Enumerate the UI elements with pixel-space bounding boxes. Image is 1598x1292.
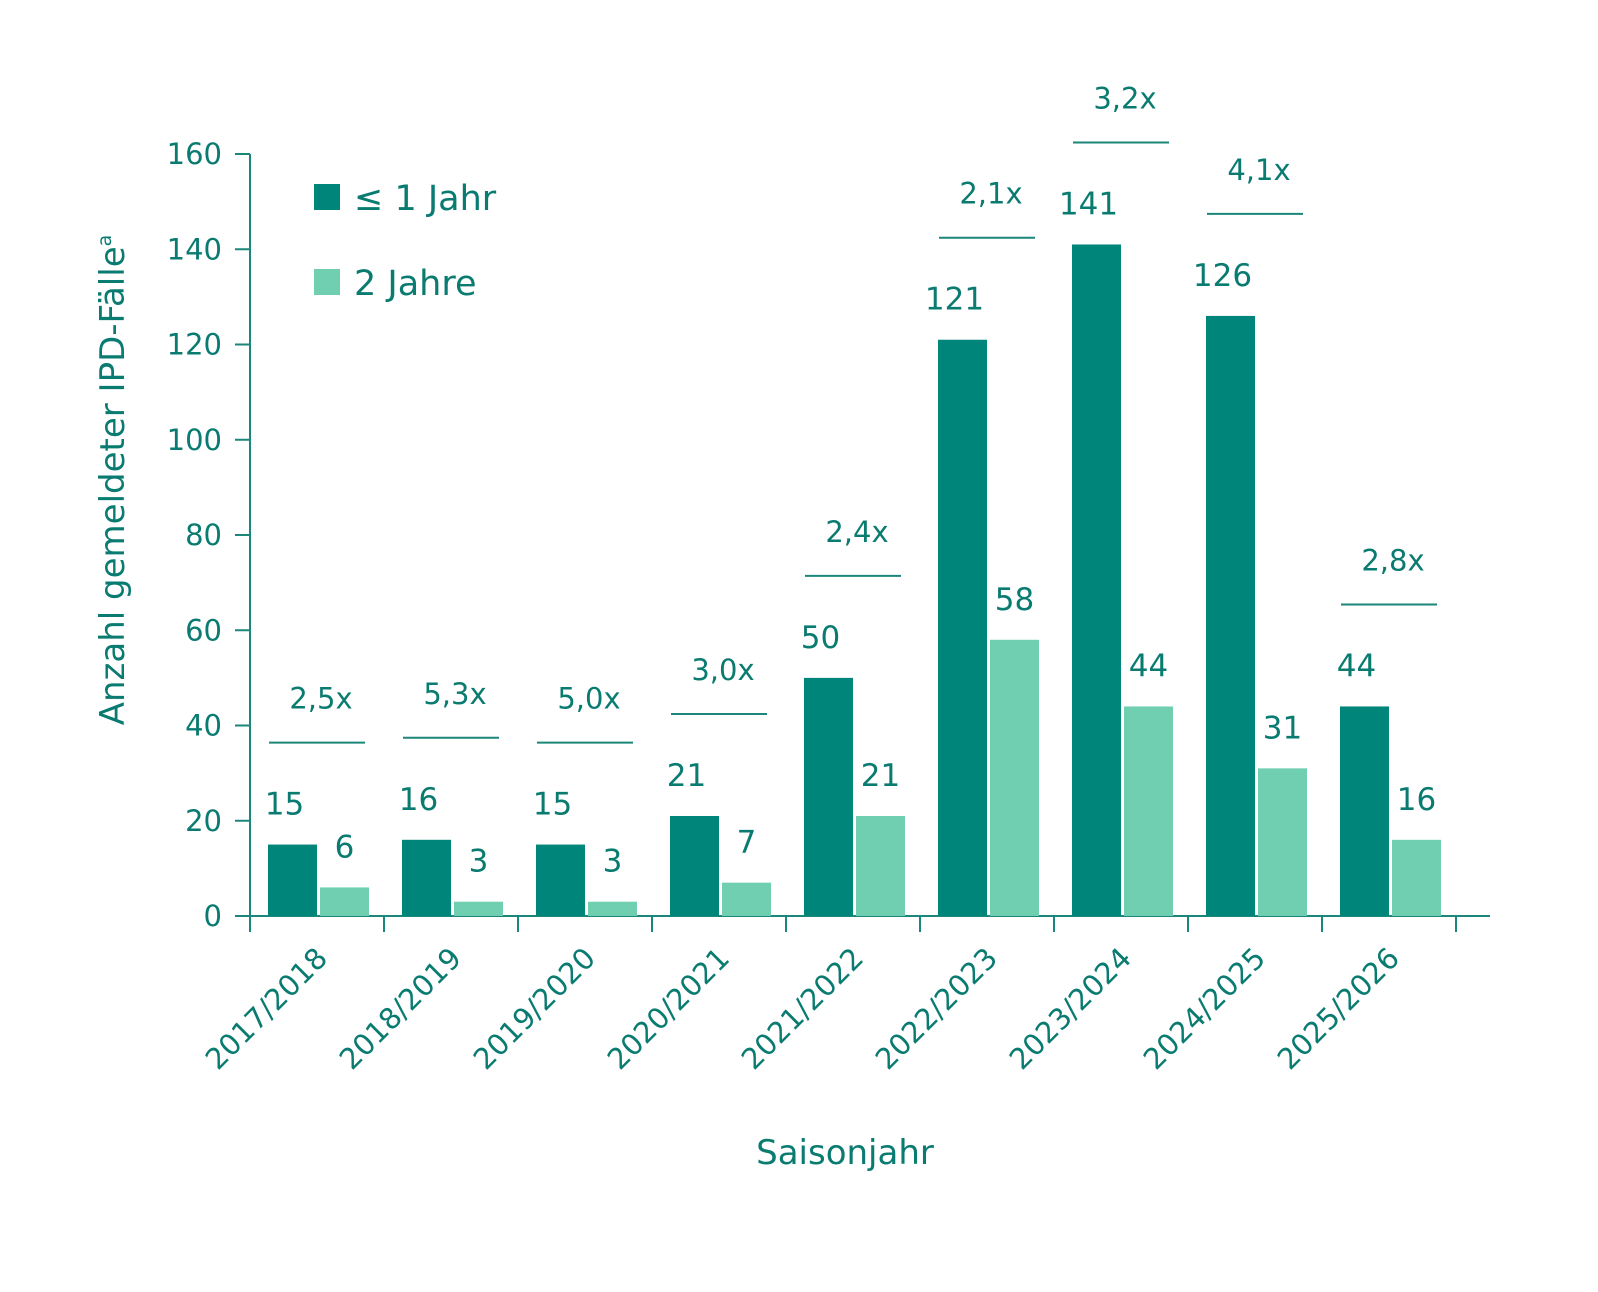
bar-value-label: 15 <box>265 787 304 823</box>
ratio-label: 5,3x <box>423 677 486 711</box>
bar-2-jahre <box>1392 839 1441 916</box>
bar-value-label: 16 <box>399 782 438 818</box>
bar-value-label: 16 <box>1397 782 1436 818</box>
bar-value-label: 126 <box>1193 258 1252 294</box>
legend-label: ≤ 1 Jahr <box>354 179 497 219</box>
bar-value-label: 3 <box>469 844 489 880</box>
bar-le-1-jahr <box>804 677 853 916</box>
legend-label: 2 Jahre <box>354 264 477 304</box>
y-tick-label: 120 <box>167 328 222 362</box>
bar-value-label: 21 <box>861 758 900 794</box>
bar-value-label: 3 <box>603 844 623 880</box>
bar-value-label: 21 <box>667 758 706 794</box>
bar-le-1-jahr <box>670 815 719 916</box>
ratio-label: 2,1x <box>959 177 1022 211</box>
bar-le-1-jahr <box>1206 315 1255 916</box>
bar-value-label: 121 <box>925 282 984 318</box>
bar-2-jahre <box>990 639 1039 916</box>
x-axis-title: Saisonjahr <box>756 1133 934 1173</box>
y-tick-label: 40 <box>185 709 222 743</box>
y-axis-title: Anzahl gemeldeter IPD-Fällea <box>93 235 133 726</box>
bar-le-1-jahr <box>536 844 585 916</box>
bar-value-label: 141 <box>1059 186 1118 222</box>
legend-swatch <box>314 184 340 210</box>
x-tick-label: 2022/2023 <box>869 941 1004 1076</box>
y-tick-label: 60 <box>185 613 222 647</box>
x-tick-label: 2017/2018 <box>199 941 334 1076</box>
bar-le-1-jahr <box>938 339 987 916</box>
ratio-label: 2,5x <box>289 682 352 716</box>
ratio-label: 3,2x <box>1093 81 1156 115</box>
x-tick-label: 2020/2021 <box>601 941 736 1076</box>
y-axis-title-text: Anzahl gemeldeter IPD-Fälle <box>93 246 133 725</box>
x-tick-label: 2023/2024 <box>1003 941 1138 1076</box>
ratio-label: 3,0x <box>691 653 754 687</box>
x-tick-label: 2024/2025 <box>1137 941 1272 1076</box>
bar-value-label: 15 <box>533 787 572 823</box>
bar-2-jahre <box>454 901 503 916</box>
y-tick-label: 80 <box>185 518 222 552</box>
ratio-label: 2,8x <box>1361 543 1424 577</box>
x-tick-label: 2025/2026 <box>1271 941 1406 1076</box>
bar-2-jahre <box>856 815 905 916</box>
bar-2-jahre <box>722 882 771 916</box>
y-axis-title-superscript: a <box>94 235 116 247</box>
bar-2-jahre <box>1258 768 1307 916</box>
bar-value-label: 44 <box>1337 648 1376 684</box>
y-tick-label: 20 <box>185 804 222 838</box>
bar-2-jahre <box>320 887 369 916</box>
bar-2-jahre <box>588 901 637 916</box>
bar-le-1-jahr <box>402 839 451 916</box>
x-tick-label: 2019/2020 <box>467 941 602 1076</box>
bar-value-label: 7 <box>737 825 757 861</box>
ratio-label: 4,1x <box>1227 153 1290 187</box>
bar-value-label: 6 <box>335 829 355 865</box>
bar-2-jahre <box>1124 706 1173 916</box>
bar-value-label: 50 <box>801 620 840 656</box>
y-tick-label: 0 <box>204 899 222 933</box>
bar-le-1-jahr <box>1072 244 1121 917</box>
bar-value-label: 58 <box>995 582 1034 618</box>
bar-value-label: 31 <box>1263 710 1302 746</box>
y-tick-label: 100 <box>167 423 222 457</box>
y-tick-label: 140 <box>167 232 222 266</box>
ratio-label: 5,0x <box>557 682 620 716</box>
ratio-label: 2,4x <box>825 515 888 549</box>
bar-value-label: 44 <box>1129 648 1168 684</box>
x-tick-label: 2018/2019 <box>333 941 468 1076</box>
legend-swatch <box>314 269 340 295</box>
bar-le-1-jahr <box>1340 706 1389 916</box>
x-tick-label: 2021/2022 <box>735 941 870 1076</box>
y-tick-label: 160 <box>167 137 222 171</box>
bar-le-1-jahr <box>268 844 317 916</box>
